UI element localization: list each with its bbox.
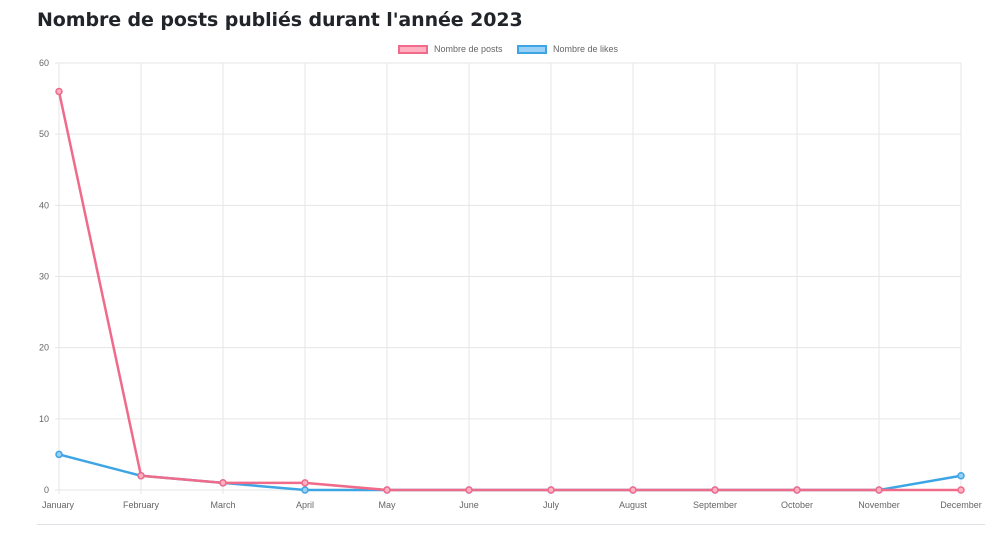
y-tick-label: 40 <box>39 200 49 210</box>
data-point-likes <box>957 472 965 480</box>
legend-label-likes: Nombre de likes <box>553 44 619 54</box>
x-tick-label: March <box>210 500 235 510</box>
data-point-posts <box>137 472 145 480</box>
y-tick-label: 30 <box>39 272 49 282</box>
data-point-posts <box>383 486 391 494</box>
legend-item-likes[interactable]: Nombre de likes <box>517 44 618 54</box>
y-tick-label: 10 <box>39 414 49 424</box>
x-tick-label: April <box>296 500 314 510</box>
y-tick-label: 0 <box>44 485 49 495</box>
data-point-likes <box>55 450 63 459</box>
x-tick-label: January <box>42 500 75 510</box>
y-tick-label: 50 <box>39 129 49 139</box>
y-tick-label: 60 <box>39 58 49 68</box>
page-title: Nombre de posts publiés durant l'année 2… <box>37 9 523 31</box>
x-tick-label: September <box>693 500 737 510</box>
x-tick-label: December <box>940 500 982 510</box>
x-tick-label: June <box>459 500 479 510</box>
x-tick-label: October <box>781 500 813 510</box>
data-point-posts <box>793 486 801 494</box>
chart-legend: Nombre de posts Nombre de likes <box>0 44 1006 58</box>
data-point-posts <box>219 479 227 487</box>
data-point-posts <box>629 486 637 494</box>
y-tick-label: 20 <box>39 343 49 353</box>
legend-item-posts[interactable]: Nombre de posts <box>398 44 503 54</box>
divider <box>37 524 985 525</box>
data-point-posts <box>957 486 965 494</box>
x-tick-label: November <box>858 500 900 510</box>
data-point-posts <box>711 486 719 494</box>
data-point-posts <box>301 479 309 487</box>
legend-swatch-likes <box>517 44 547 54</box>
data-point-posts <box>875 486 883 494</box>
legend-swatch-posts <box>398 44 428 54</box>
series-line-posts <box>57 91 961 492</box>
x-tick-label: May <box>378 500 396 510</box>
data-point-posts <box>465 486 473 494</box>
x-tick-label: August <box>619 500 648 510</box>
data-point-posts <box>547 486 555 494</box>
series-line-likes <box>58 453 962 492</box>
data-point-posts <box>55 87 63 96</box>
data-point-likes <box>301 486 309 494</box>
legend-label-posts: Nombre de posts <box>434 44 503 54</box>
x-tick-label: July <box>543 500 560 510</box>
x-tick-label: February <box>123 500 160 510</box>
